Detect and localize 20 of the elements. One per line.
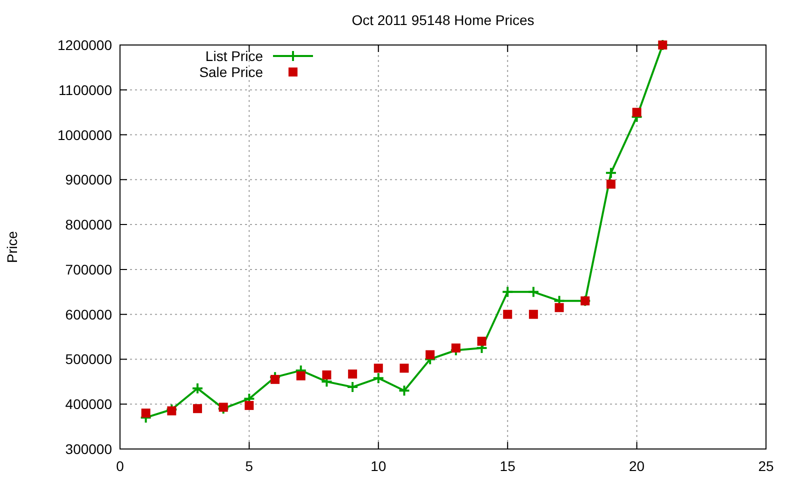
y-tick-label: 300000 xyxy=(65,441,112,457)
x-tick-label: 25 xyxy=(758,458,774,474)
y-tick-label: 400000 xyxy=(65,396,112,412)
y-axis-title: Price xyxy=(4,230,20,263)
y-tick-label: 1000000 xyxy=(57,126,112,143)
y-tick-label: 900000 xyxy=(65,172,112,188)
x-tick-label: 0 xyxy=(116,458,124,474)
y-tick-label: 600000 xyxy=(65,306,112,322)
legend-label: Sale Price xyxy=(199,64,264,80)
chart-title: Oct 2011 95148 Home Prices xyxy=(352,12,534,28)
y-tick-label: 500000 xyxy=(65,351,112,368)
x-tick-label: 10 xyxy=(370,458,386,474)
x-tick-label: 5 xyxy=(245,458,254,474)
y-tick-label: 700000 xyxy=(65,261,112,278)
y-tick-label: 1200000 xyxy=(57,37,112,53)
y-tick-label: 800000 xyxy=(65,216,112,233)
x-tick-label: 20 xyxy=(629,458,645,474)
y-tick-label: 1100000 xyxy=(58,82,112,98)
x-tick-label: 15 xyxy=(500,458,516,474)
legend-label: List Price xyxy=(205,48,264,64)
